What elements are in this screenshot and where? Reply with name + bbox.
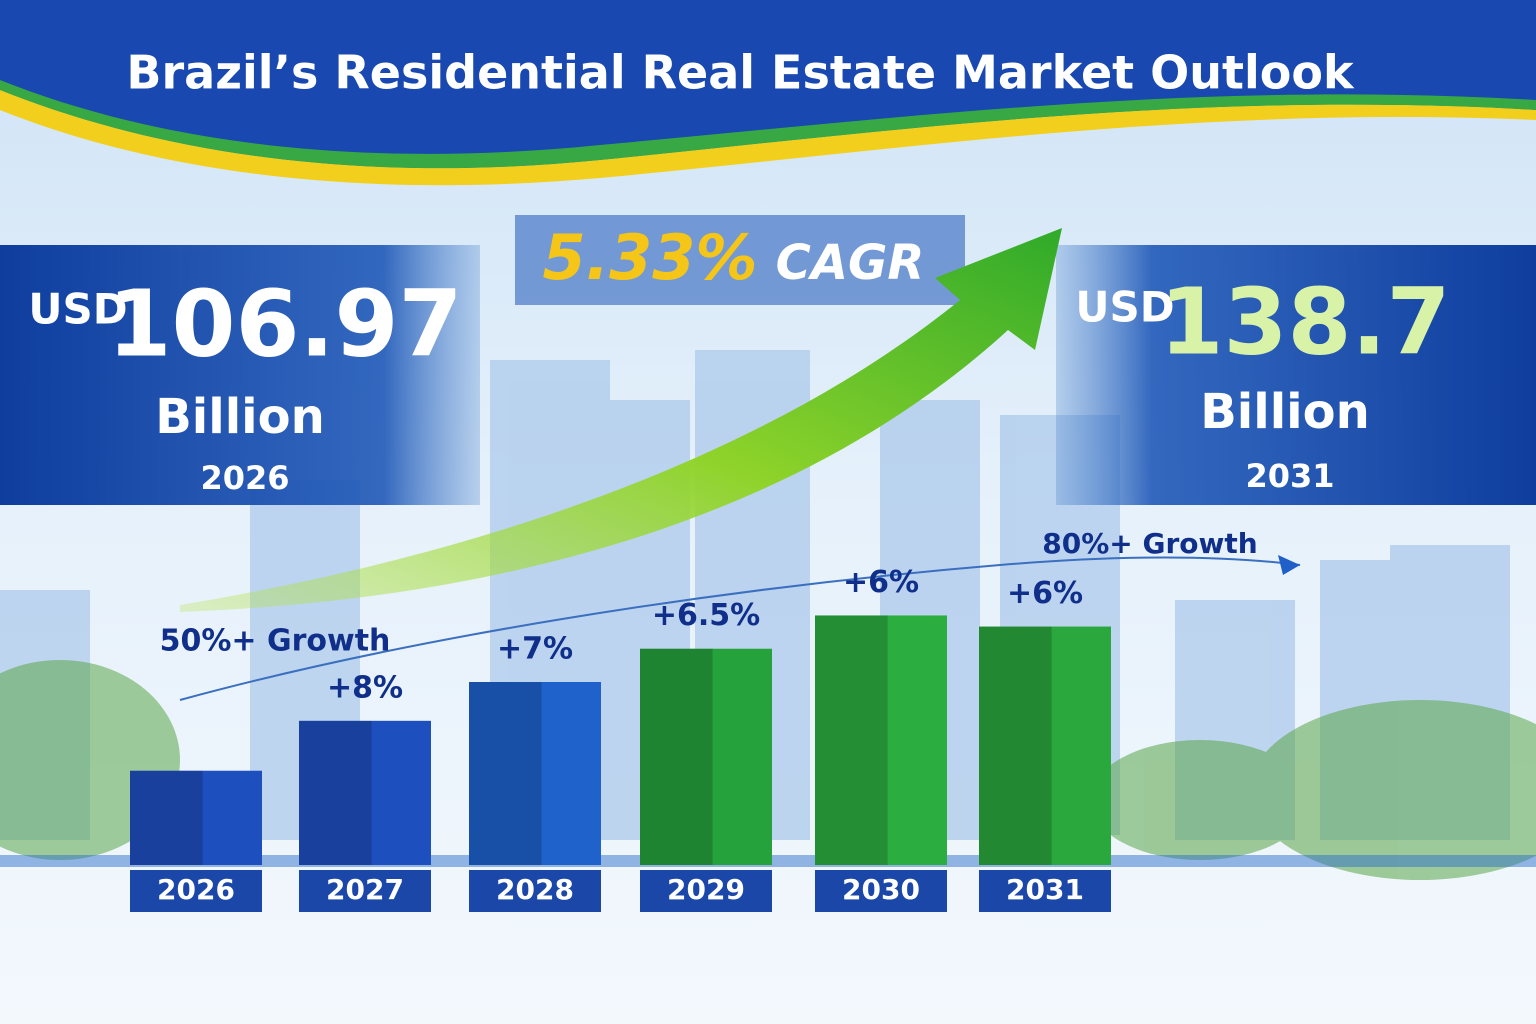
year: 2031 — [1245, 457, 1334, 495]
bar — [299, 720, 431, 865]
bar — [640, 648, 772, 865]
year-box — [130, 870, 262, 912]
currency: USD — [1075, 283, 1174, 332]
x-tick-label: 2026 — [157, 873, 235, 906]
currency: USD — [28, 285, 127, 334]
bar — [130, 770, 262, 865]
year-box — [469, 870, 601, 912]
bar-shade — [979, 626, 1052, 865]
growth-label: +8% — [327, 670, 403, 705]
start-panel — [0, 245, 480, 505]
end-amount: 138.7 — [1159, 268, 1450, 375]
cagr-label: CAGR — [776, 235, 925, 291]
header-band — [0, 0, 1536, 169]
start-amount: 106.97 — [107, 270, 462, 377]
trend-arrowhead — [1278, 555, 1300, 575]
annotation: 80%+ Growth — [1042, 527, 1257, 560]
x-tick-label: 2030 — [842, 873, 920, 906]
bar-shade — [130, 770, 203, 865]
unit: Billion — [1200, 384, 1370, 440]
year-box — [979, 870, 1111, 912]
end-panel — [1056, 245, 1536, 505]
cagr-value: 5.33% — [542, 221, 757, 294]
bar-shade — [815, 615, 888, 865]
year-box — [640, 870, 772, 912]
growth-label: +7% — [497, 632, 573, 667]
bar — [979, 626, 1111, 865]
bar-shade — [640, 648, 713, 865]
header-wave-yellow — [0, 90, 1536, 186]
x-tick-label: 2029 — [667, 873, 745, 906]
bar — [815, 615, 947, 865]
trend-curve — [179, 556, 1301, 701]
bar — [469, 682, 601, 865]
growth-label: +6% — [1007, 576, 1083, 611]
year-box — [815, 870, 947, 912]
bar-shade — [469, 682, 542, 865]
growth-arrow — [180, 228, 1062, 612]
header-wave-green — [0, 80, 1536, 169]
cagr-panel — [515, 215, 965, 305]
title: Brazil’s Residential Real Estate Market … — [126, 46, 1355, 100]
unit: Billion — [155, 389, 325, 445]
growth-label: +6.5% — [652, 598, 760, 633]
trees — [0, 660, 1536, 880]
x-tick-label: 2027 — [326, 873, 404, 906]
bar-shade — [299, 720, 372, 865]
annotation: 50%+ Growth — [160, 624, 391, 659]
growth-label: +6% — [843, 565, 919, 600]
year: 2026 — [200, 459, 289, 497]
x-tick-label: 2028 — [496, 873, 574, 906]
year-box — [299, 870, 431, 912]
x-tick-label: 2031 — [1006, 873, 1084, 906]
